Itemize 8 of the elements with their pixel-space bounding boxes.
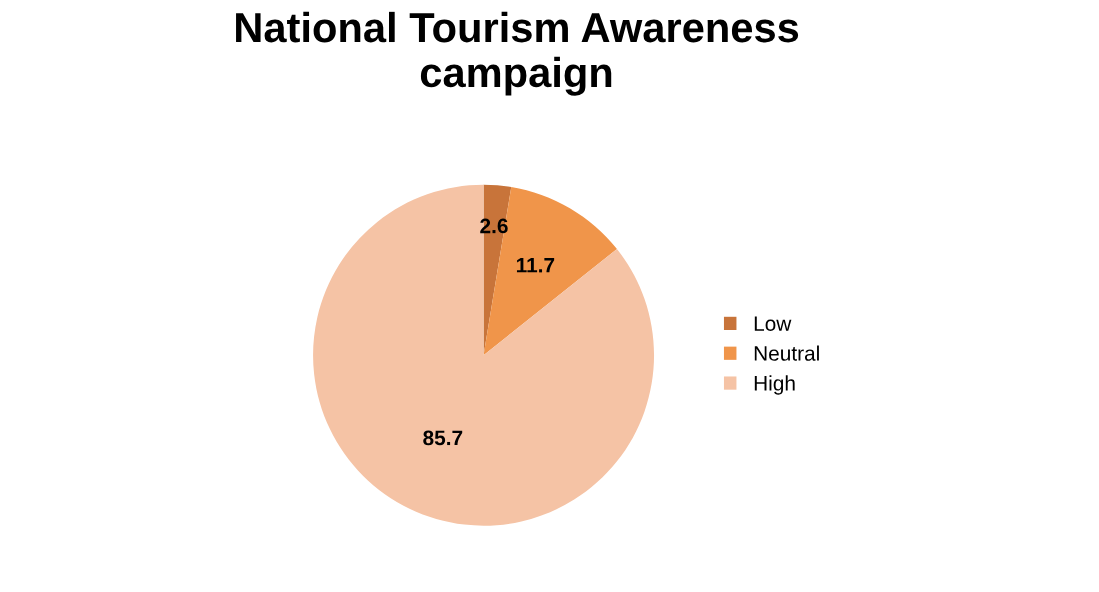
legend-label: Neutral xyxy=(754,345,819,361)
data-label: 11.7 xyxy=(516,258,555,273)
legend-label: High xyxy=(754,375,795,395)
pie-slice xyxy=(313,184,655,526)
data-label: 2.6 xyxy=(480,218,508,234)
chart-title: National Tourism Awareness campaign xyxy=(236,11,799,96)
data-label: 85.7 xyxy=(423,430,463,446)
legend-label: Low xyxy=(754,316,792,331)
